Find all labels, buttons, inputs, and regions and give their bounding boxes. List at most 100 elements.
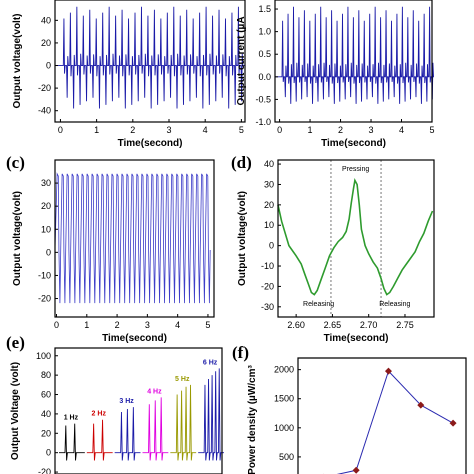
series-line: [198, 368, 224, 461]
series-line: [54, 172, 211, 304]
y-tick-label: 30: [41, 178, 51, 188]
y-axis-label: Output current (µA: [236, 16, 247, 105]
x-tick-label: 0: [54, 320, 59, 330]
frequency-label: 2 Hz: [92, 411, 107, 418]
plot-frame: [274, 0, 433, 123]
panel-c: -20 -10 0 10 20 30 0 1 2 3 4 5 Time(second) Output vo…: [6, 153, 215, 344]
x-tick-label: 5: [239, 125, 244, 135]
x-tick-label: 2.65: [324, 320, 342, 330]
y-tick-label: -10: [261, 261, 274, 271]
panel-a: -40 -20 0 20 40 0 1 2 3 4 5 Time(second) Output volt…: [12, 0, 246, 149]
y-tick-label: 0.5: [258, 49, 271, 59]
data-point: [449, 419, 457, 427]
x-tick-label: 5: [429, 125, 434, 135]
x-axis-label: Time(second): [324, 333, 389, 344]
data-point: [417, 401, 425, 409]
y-tick-label: 80: [41, 370, 51, 380]
y-axis-label: Output Voltage (volt): [10, 362, 21, 460]
y-axis-label: Output voltage(volt): [12, 191, 23, 286]
annotation: Releasing: [379, 301, 410, 308]
y-tick-label: -30: [261, 302, 274, 312]
x-tick-label: 4: [399, 125, 404, 135]
data-point: [352, 466, 360, 474]
y-tick-label: 60: [41, 390, 51, 400]
y-tick-label: 1500: [274, 394, 294, 404]
x-tick-label: 3: [369, 125, 374, 135]
y-tick-label: 40: [264, 159, 274, 169]
x-tick-label: 5: [205, 320, 210, 330]
y-tick-label: -10: [38, 270, 51, 280]
x-tick-label: 2.70: [360, 320, 378, 330]
y-tick-label: -1.0: [255, 117, 271, 127]
y-tick-label: 0: [269, 241, 274, 251]
y-tick-label: 100: [36, 351, 51, 361]
x-tick-label: 0: [277, 125, 282, 135]
plot-frame: [297, 357, 467, 474]
y-tick-label: 20: [41, 201, 51, 211]
frequency-label: 6 Hz: [203, 359, 218, 366]
y-tick-label: 10: [41, 224, 51, 234]
x-tick-label: 4: [203, 125, 208, 135]
x-tick-label: 4: [175, 320, 180, 330]
y-axis-label: Power density (µW/cm³: [247, 364, 258, 474]
x-tick-label: 2: [130, 125, 135, 135]
y-tick-label: 40: [41, 409, 51, 419]
y-tick-label: 1.5: [258, 4, 271, 14]
x-tick-label: 3: [145, 320, 150, 330]
x-axis-label: Time(second): [102, 333, 167, 344]
y-tick-label: -20: [261, 281, 274, 291]
y-tick-label: 10: [264, 220, 274, 230]
plot-frame: [54, 347, 223, 474]
series-line: [55, 6, 245, 109]
x-tick-label: 2: [115, 320, 120, 330]
x-tick-label: 0: [58, 125, 63, 135]
panel-b: -1.0 -0.5 0.0 0.5 1.0 1.5 0 1 2 3 4 5 Time(second) Ou…: [236, 0, 435, 149]
y-tick-label: 20: [41, 428, 51, 438]
y-tick-label: -0.5: [255, 94, 271, 104]
series-line: [336, 370, 454, 474]
x-tick-label: 2.60: [287, 320, 305, 330]
y-tick-label: 2000: [274, 365, 294, 375]
series-line: [277, 177, 434, 296]
frequency-label: 1 Hz: [64, 415, 79, 422]
data-point: [384, 367, 392, 375]
series-line: [114, 407, 141, 461]
series-line: [86, 419, 113, 461]
x-tick-label: 1: [84, 320, 89, 330]
frequency-label: 5 Hz: [175, 376, 190, 383]
y-tick-label: 1000: [274, 423, 294, 433]
panel-label: (c): [6, 153, 25, 172]
plot-frame: [54, 159, 215, 318]
annotation: Releasing: [303, 301, 334, 308]
series-line: [170, 384, 197, 461]
x-tick-label: 2.75: [396, 320, 414, 330]
frequency-label: 4 Hz: [147, 388, 162, 395]
y-tick-label: -20: [38, 467, 51, 474]
y-axis-label: Output voltage(volt): [12, 14, 23, 109]
y-axis-label: Output voltage(volt): [237, 191, 248, 286]
y-tick-label: 0: [46, 61, 51, 71]
annotation: Pressing: [342, 166, 369, 173]
panel-label: (f): [232, 343, 249, 362]
panel-label: (d): [231, 153, 252, 172]
y-tick-label: -20: [38, 294, 51, 304]
x-tick-label: 1: [308, 125, 313, 135]
panel-label: (e): [6, 333, 25, 352]
plot-frame: [54, 0, 246, 123]
panel-d: Pressing Releasing Releasing -30 -20 -10 0 10 20…: [231, 153, 435, 344]
y-tick-label: 1.0: [258, 27, 271, 37]
series-line: [275, 6, 434, 104]
y-tick-label: 40: [41, 15, 51, 25]
y-tick-label: 0.0: [258, 72, 271, 82]
y-tick-label: 500: [279, 452, 294, 462]
x-tick-label: 3: [166, 125, 171, 135]
plot-frame: [277, 159, 435, 318]
y-tick-label: 20: [41, 38, 51, 48]
y-tick-label: 0: [46, 247, 51, 257]
y-tick-label: -40: [38, 106, 51, 116]
x-tick-label: 1: [94, 125, 99, 135]
series-line: [142, 397, 169, 461]
panel-f: 500 1000 1500 2000 Power density (µW/cm³ (f): [232, 343, 467, 474]
x-axis-label: Time(second): [118, 138, 183, 149]
